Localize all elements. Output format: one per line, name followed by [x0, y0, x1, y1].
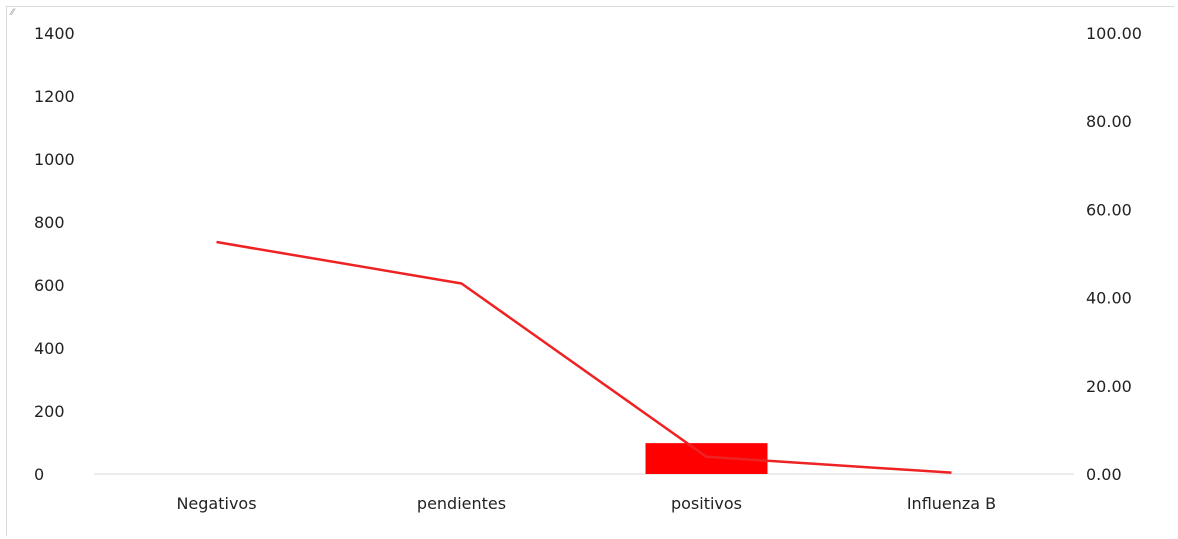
y-right-tick-label: 100.00 — [1086, 24, 1142, 43]
y-left-tick-label: 200 — [34, 402, 65, 421]
y-right-tick-label: 80.00 — [1086, 112, 1132, 131]
x-category-label: positivos — [671, 494, 742, 513]
x-category-label: Negativos — [176, 494, 256, 513]
y-left-tick-label: 1000 — [34, 150, 75, 169]
x-category-label: pendientes — [417, 494, 506, 513]
y-right-tick-label: 60.00 — [1086, 200, 1132, 219]
y-left-tick-label: 600 — [34, 276, 65, 295]
y-left-tick-label: 0 — [34, 465, 44, 484]
y-left-tick-label: 1400 — [34, 24, 75, 43]
y-left-tick-label: 800 — [34, 213, 65, 232]
y-right-tick-label: 20.00 — [1086, 377, 1132, 396]
x-category-label: Influenza B — [907, 494, 996, 513]
resize-handle-icon[interactable]: ⁄⁄ — [11, 8, 15, 18]
y-right-tick-label: 40.00 — [1086, 289, 1132, 308]
y-left-tick-label: 1200 — [34, 87, 75, 106]
chart-frame: ⁄⁄ — [6, 6, 1174, 536]
line-series[interactable] — [216, 240, 952, 474]
y-right-tick-label: 0.00 — [1086, 465, 1122, 484]
y-left-tick-label: 400 — [34, 339, 65, 358]
